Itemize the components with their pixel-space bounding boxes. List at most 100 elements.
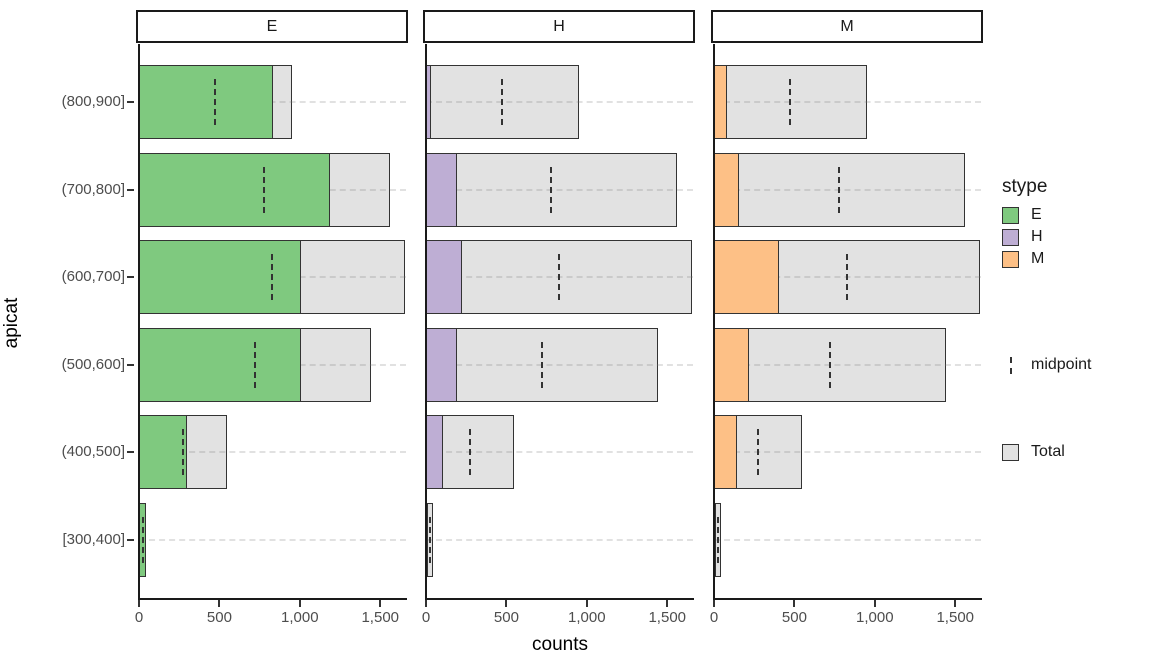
midpoint-marker <box>828 342 831 388</box>
x-tick <box>138 600 140 607</box>
midpoint-marker <box>716 517 719 563</box>
legend-entry-M: M <box>1002 248 1044 270</box>
midpoint-marker <box>263 167 266 213</box>
midpoint-marker <box>428 517 431 563</box>
x-tick <box>298 600 301 607</box>
gridline <box>714 189 981 191</box>
stype-bar-E <box>139 415 188 489</box>
y-tick <box>127 451 134 453</box>
legend-swatch-H <box>1002 228 1019 246</box>
midpoint-marker <box>271 254 274 300</box>
legend-swatch-total <box>1002 443 1019 461</box>
gridline <box>139 101 406 103</box>
midpoint-marker <box>846 254 849 300</box>
midpoint-marker <box>501 79 504 125</box>
gridline <box>426 364 693 366</box>
y-tick-label: [300,400] <box>62 531 125 548</box>
x-tick-label: 1,500 <box>361 609 400 626</box>
midpoint-marker <box>540 342 543 388</box>
stype-bar-M <box>714 328 750 402</box>
x-tick <box>954 600 957 607</box>
x-tick-label: 0 <box>421 609 431 626</box>
gridline <box>714 539 981 541</box>
legend-title: stype <box>1002 176 1048 197</box>
panel-M <box>713 44 982 600</box>
y-axis-line <box>425 44 427 600</box>
x-tick-label: 500 <box>493 609 519 626</box>
stype-bar-E <box>139 153 330 227</box>
gridline <box>139 451 406 453</box>
gridline <box>426 539 693 541</box>
facet-strip-E: E <box>136 10 408 43</box>
y-tick-label: (600,700] <box>61 268 125 285</box>
x-tick <box>713 600 715 607</box>
y-tick <box>127 189 134 191</box>
y-tick <box>127 276 134 278</box>
x-tick <box>793 600 796 607</box>
x-tick <box>425 600 427 607</box>
legend-entry-H: H <box>1002 226 1043 248</box>
x-tick-label: 1,500 <box>648 609 687 626</box>
stype-bar-H <box>426 153 457 227</box>
panel-H <box>425 44 694 600</box>
x-tick <box>585 600 588 607</box>
x-tick <box>505 600 508 607</box>
midpoint-marker <box>550 167 553 213</box>
stype-bar-E <box>139 65 273 139</box>
x-tick-label: 0 <box>134 609 144 626</box>
x-axis-line <box>425 598 694 600</box>
midpoint-marker <box>558 254 561 300</box>
y-axis-title: apicat <box>1 297 22 349</box>
stype-bar-H <box>426 415 443 489</box>
legend-label-E: E <box>1031 206 1042 223</box>
y-axis-line <box>138 44 140 600</box>
midpoint-marker <box>789 79 792 125</box>
x-tick-label: 1,000 <box>281 609 319 626</box>
x-tick <box>379 600 382 607</box>
y-tick-label: (700,800] <box>61 181 125 198</box>
stype-bar-M <box>714 153 739 227</box>
gridline <box>426 189 693 191</box>
x-tick-label: 1,000 <box>856 609 894 626</box>
stype-bar-M <box>714 240 780 314</box>
x-axis-line <box>138 598 407 600</box>
x-tick <box>666 600 669 607</box>
y-tick <box>127 101 134 103</box>
legend-entry-total: Total <box>1002 441 1065 463</box>
midpoint-marker <box>469 429 472 475</box>
midpoint-marker <box>253 342 256 388</box>
midpoint-marker <box>838 167 841 213</box>
gridline <box>426 451 693 453</box>
y-tick <box>127 364 134 366</box>
legend-label-midpoint: midpoint <box>1031 356 1092 373</box>
legend-entry-E: E <box>1002 204 1042 226</box>
legend-swatch-E <box>1002 206 1019 224</box>
legend: stype E H M midpoint Total <box>1002 176 1150 476</box>
stype-bar-H <box>426 240 463 314</box>
midpoint-marker <box>757 429 760 475</box>
panel-E <box>138 44 407 600</box>
legend-swatch-M <box>1002 250 1019 268</box>
x-axis-line <box>713 598 982 600</box>
stype-bar-E <box>139 240 301 314</box>
x-tick-label: 1,000 <box>568 609 606 626</box>
x-tick-label: 500 <box>781 609 807 626</box>
x-tick-label: 500 <box>206 609 232 626</box>
facet-strip-H: H <box>423 10 695 43</box>
x-axis-title: counts <box>532 634 588 655</box>
x-tick <box>873 600 876 607</box>
midpoint-marker <box>214 79 217 125</box>
x-tick <box>218 600 221 607</box>
stype-bar-E <box>139 328 301 402</box>
gridline <box>714 101 981 103</box>
y-tick-label: (500,600] <box>61 356 125 373</box>
x-tick-label: 0 <box>709 609 719 626</box>
y-axis-line <box>713 44 715 600</box>
midpoint-marker <box>141 517 144 563</box>
stype-bar-H <box>426 328 457 402</box>
gridline <box>139 539 406 541</box>
legend-entry-midpoint: midpoint <box>1002 354 1091 376</box>
y-tick-label: (800,900] <box>61 93 125 110</box>
gridline <box>714 451 981 453</box>
